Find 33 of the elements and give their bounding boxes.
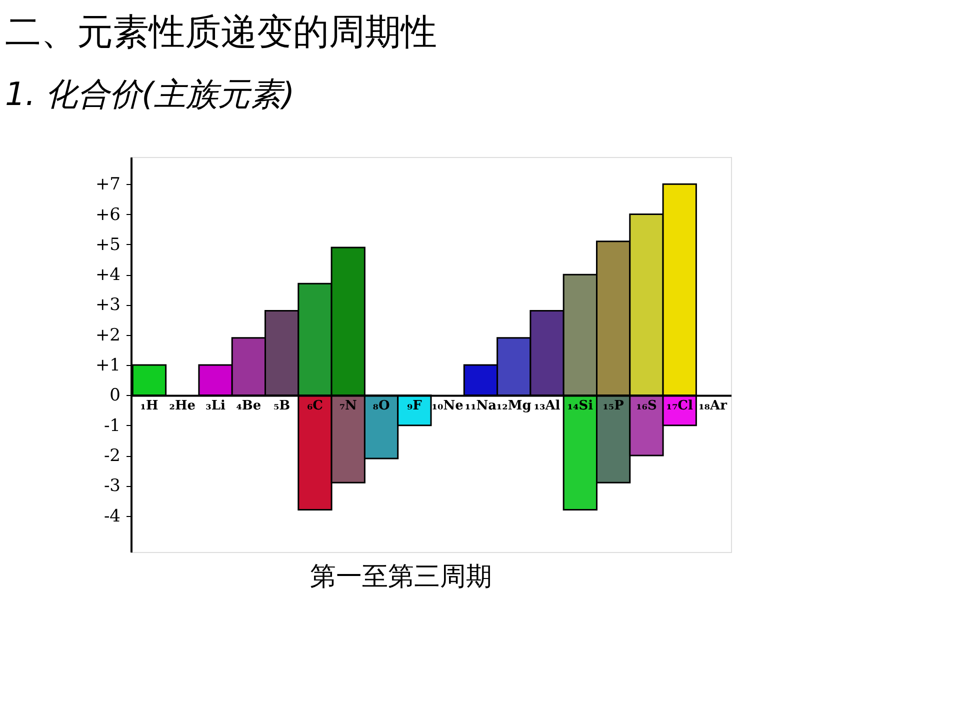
y-tick-label: -4 (104, 506, 120, 526)
y-tick-label: 0 (110, 386, 120, 406)
y-tick-label: +2 (95, 325, 120, 346)
x-tick-label: ₁H (140, 398, 158, 414)
x-tick-label: ₄Be (236, 398, 262, 414)
y-tick-label: +7 (95, 174, 120, 195)
x-tick-label: ₁₃Al (534, 398, 560, 414)
y-tick-label: -2 (104, 446, 120, 466)
y-tick-label: +1 (95, 356, 120, 376)
x-tick-label: ₁₁Na (464, 398, 498, 414)
x-axis-title: 第一至第三周期 (310, 562, 492, 592)
x-tick-label: ₁₂Mg (496, 398, 532, 414)
x-tick-label: ₉F (406, 398, 423, 414)
x-tick-label: ₁₆S (636, 398, 657, 414)
x-tick-label: ₁₇Cl (666, 398, 694, 414)
y-tick-label: +3 (95, 295, 120, 316)
y-tick-label: -1 (104, 416, 120, 436)
chart-subtitle: 1. 化合价(主族元素) (4, 75, 295, 113)
chart-title: 二、元素性质递变的周期性 (4, 12, 437, 53)
x-tick-label: ₇N (339, 398, 358, 414)
x-tick-label: ₂He (169, 398, 196, 414)
x-tick-label: ₁₄Si (567, 398, 594, 414)
y-tick-label: +4 (95, 265, 120, 286)
x-tick-label: ₁₀Ne (432, 398, 464, 414)
x-tick-label: ₈O (372, 398, 390, 414)
x-tick-label: ₆C (306, 398, 323, 414)
x-tick-label: ₁₅P (602, 398, 624, 414)
y-tick-label: +6 (95, 204, 120, 225)
x-tick-label: ₅B (273, 398, 290, 414)
x-tick-label: ₁₈Ar (698, 398, 728, 414)
y-tick-label: +5 (95, 234, 120, 255)
y-tick-label: -3 (104, 476, 120, 496)
x-tick-label: ₃Li (206, 398, 226, 414)
